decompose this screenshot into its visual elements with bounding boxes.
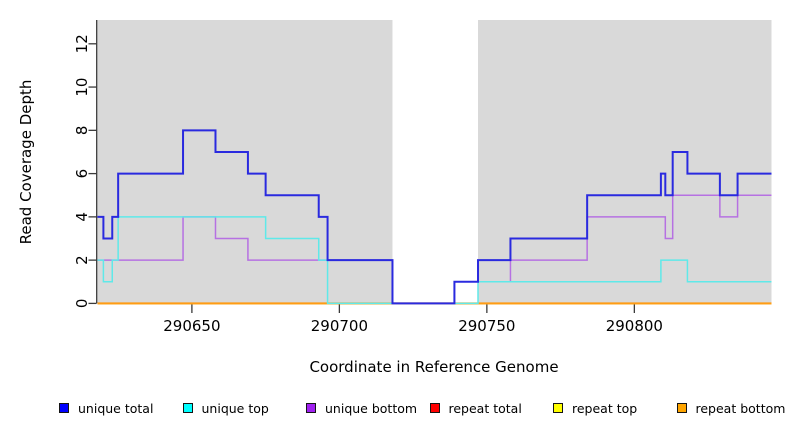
- y-tick-label: 2: [73, 255, 91, 265]
- y-tick-label: 6: [73, 169, 91, 179]
- series-unique-top: [97, 216, 772, 305]
- series-unique-total: [97, 129, 772, 305]
- x-axis-title: Coordinate in Reference Genome: [309, 358, 559, 376]
- y-tick-label: 0: [73, 299, 91, 309]
- y-tick-label: 8: [73, 126, 91, 136]
- y-tick-label: 12: [73, 34, 91, 53]
- x-tick-label: 290750: [458, 317, 515, 335]
- y-axis-title: Read Coverage Depth: [17, 79, 35, 245]
- x-tick-label: 290650: [163, 317, 220, 335]
- y-tick-label: 10: [73, 78, 91, 97]
- series-unique-bottom: [97, 194, 772, 305]
- y-tick-label: 4: [73, 212, 91, 222]
- x-tick-label: 290800: [606, 317, 663, 335]
- x-tick-label: 290700: [311, 317, 368, 335]
- highlight-band: [392, 20, 479, 304]
